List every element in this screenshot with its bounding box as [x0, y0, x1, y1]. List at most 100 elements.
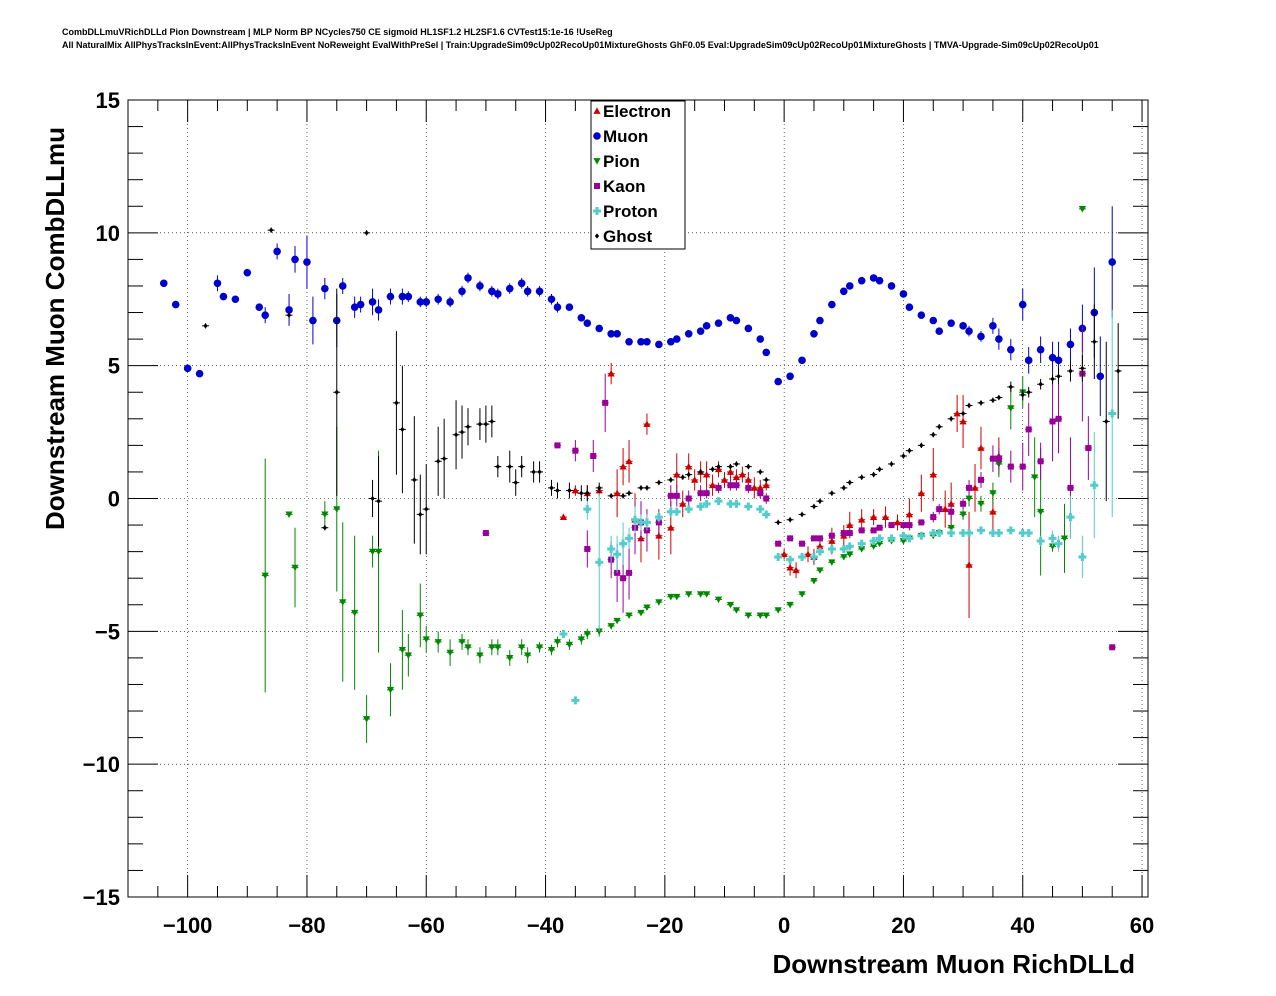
data-point [404, 292, 413, 301]
data-point [845, 542, 854, 551]
y-tick-label: 5 [108, 354, 120, 379]
data-point [213, 279, 222, 288]
data-point [465, 424, 471, 430]
data-point [261, 311, 269, 319]
data-point [464, 274, 472, 282]
data-point [847, 479, 852, 486]
data-point [810, 535, 817, 542]
data-point [679, 500, 687, 507]
data-point [959, 322, 967, 330]
data-point [870, 527, 877, 534]
data-point [673, 593, 681, 601]
data-point [816, 535, 823, 542]
data-point [726, 314, 735, 322]
data-point [996, 394, 1002, 401]
data-point [171, 300, 180, 309]
data-point [1108, 258, 1117, 266]
data-point [571, 486, 579, 494]
data-point [654, 513, 663, 522]
data-point [620, 575, 627, 582]
legend-entry-kaon: Kaon [594, 177, 646, 196]
data-point [762, 612, 770, 619]
data-point [637, 337, 645, 346]
data-point [644, 485, 650, 491]
data-point [929, 470, 937, 478]
data-point [321, 284, 329, 293]
data-points [159, 206, 1122, 743]
data-point [183, 364, 192, 373]
data-point [775, 519, 781, 526]
data-point [714, 319, 723, 327]
data-point [1031, 474, 1039, 481]
data-point [732, 316, 741, 325]
data-point [757, 490, 764, 497]
data-point [505, 284, 514, 293]
data-point [829, 490, 835, 496]
data-point [607, 544, 616, 553]
data-point [1008, 384, 1014, 390]
data-point [613, 489, 621, 497]
data-point [398, 292, 407, 301]
data-point [744, 476, 752, 483]
data-point [953, 409, 961, 417]
legend-entry-muon: Muon [593, 127, 648, 146]
data-point [810, 329, 818, 338]
series-pion [261, 206, 1086, 743]
data-point [702, 591, 711, 598]
data-point [666, 507, 675, 516]
data-point [726, 499, 735, 508]
data-point [613, 550, 622, 559]
data-point [727, 482, 734, 489]
x-axis-title: Downstream Muon RichDLLd [772, 949, 1135, 979]
x-tick-label: 60 [1130, 913, 1154, 938]
data-point [559, 513, 568, 520]
data-point [656, 479, 662, 486]
data-point [625, 457, 633, 465]
data-point [1066, 513, 1075, 522]
data-point [798, 356, 806, 365]
data-point [285, 511, 293, 519]
data-point [626, 569, 633, 576]
data-point [1060, 535, 1069, 542]
data-point [919, 442, 924, 448]
data-point [386, 686, 395, 694]
data-point [1078, 552, 1087, 561]
legend-entry-ghost: Ghost [594, 227, 652, 246]
data-point [1067, 484, 1074, 491]
data-point [386, 292, 395, 301]
data-point [1092, 339, 1097, 345]
data-point [517, 279, 526, 288]
data-point [905, 534, 914, 543]
data-point [935, 327, 944, 335]
data-point [869, 274, 878, 282]
series-proton [559, 309, 1117, 705]
data-point [620, 493, 626, 499]
data-point [846, 551, 854, 558]
data-point [1096, 372, 1105, 381]
data-point [1018, 300, 1027, 309]
data-point [368, 548, 377, 556]
data-point [846, 521, 854, 528]
y-tick-label: 0 [108, 487, 120, 512]
data-point [811, 503, 817, 510]
data-point [418, 511, 423, 518]
data-point [966, 402, 972, 409]
data-point [774, 552, 783, 561]
data-point [965, 529, 974, 538]
data-point [554, 442, 561, 449]
data-point [394, 400, 399, 406]
data-point [643, 604, 651, 612]
data-point [959, 529, 968, 538]
data-point [464, 644, 472, 651]
data-point [804, 550, 812, 558]
data-point [446, 298, 454, 306]
data-point [816, 316, 824, 325]
data-point [494, 644, 502, 651]
data-point [1115, 368, 1121, 374]
data-point [960, 410, 966, 417]
data-point [555, 487, 560, 494]
data-point [559, 629, 568, 638]
data-point [446, 649, 454, 657]
x-tick-label: −80 [288, 913, 325, 938]
data-point [1006, 526, 1015, 535]
